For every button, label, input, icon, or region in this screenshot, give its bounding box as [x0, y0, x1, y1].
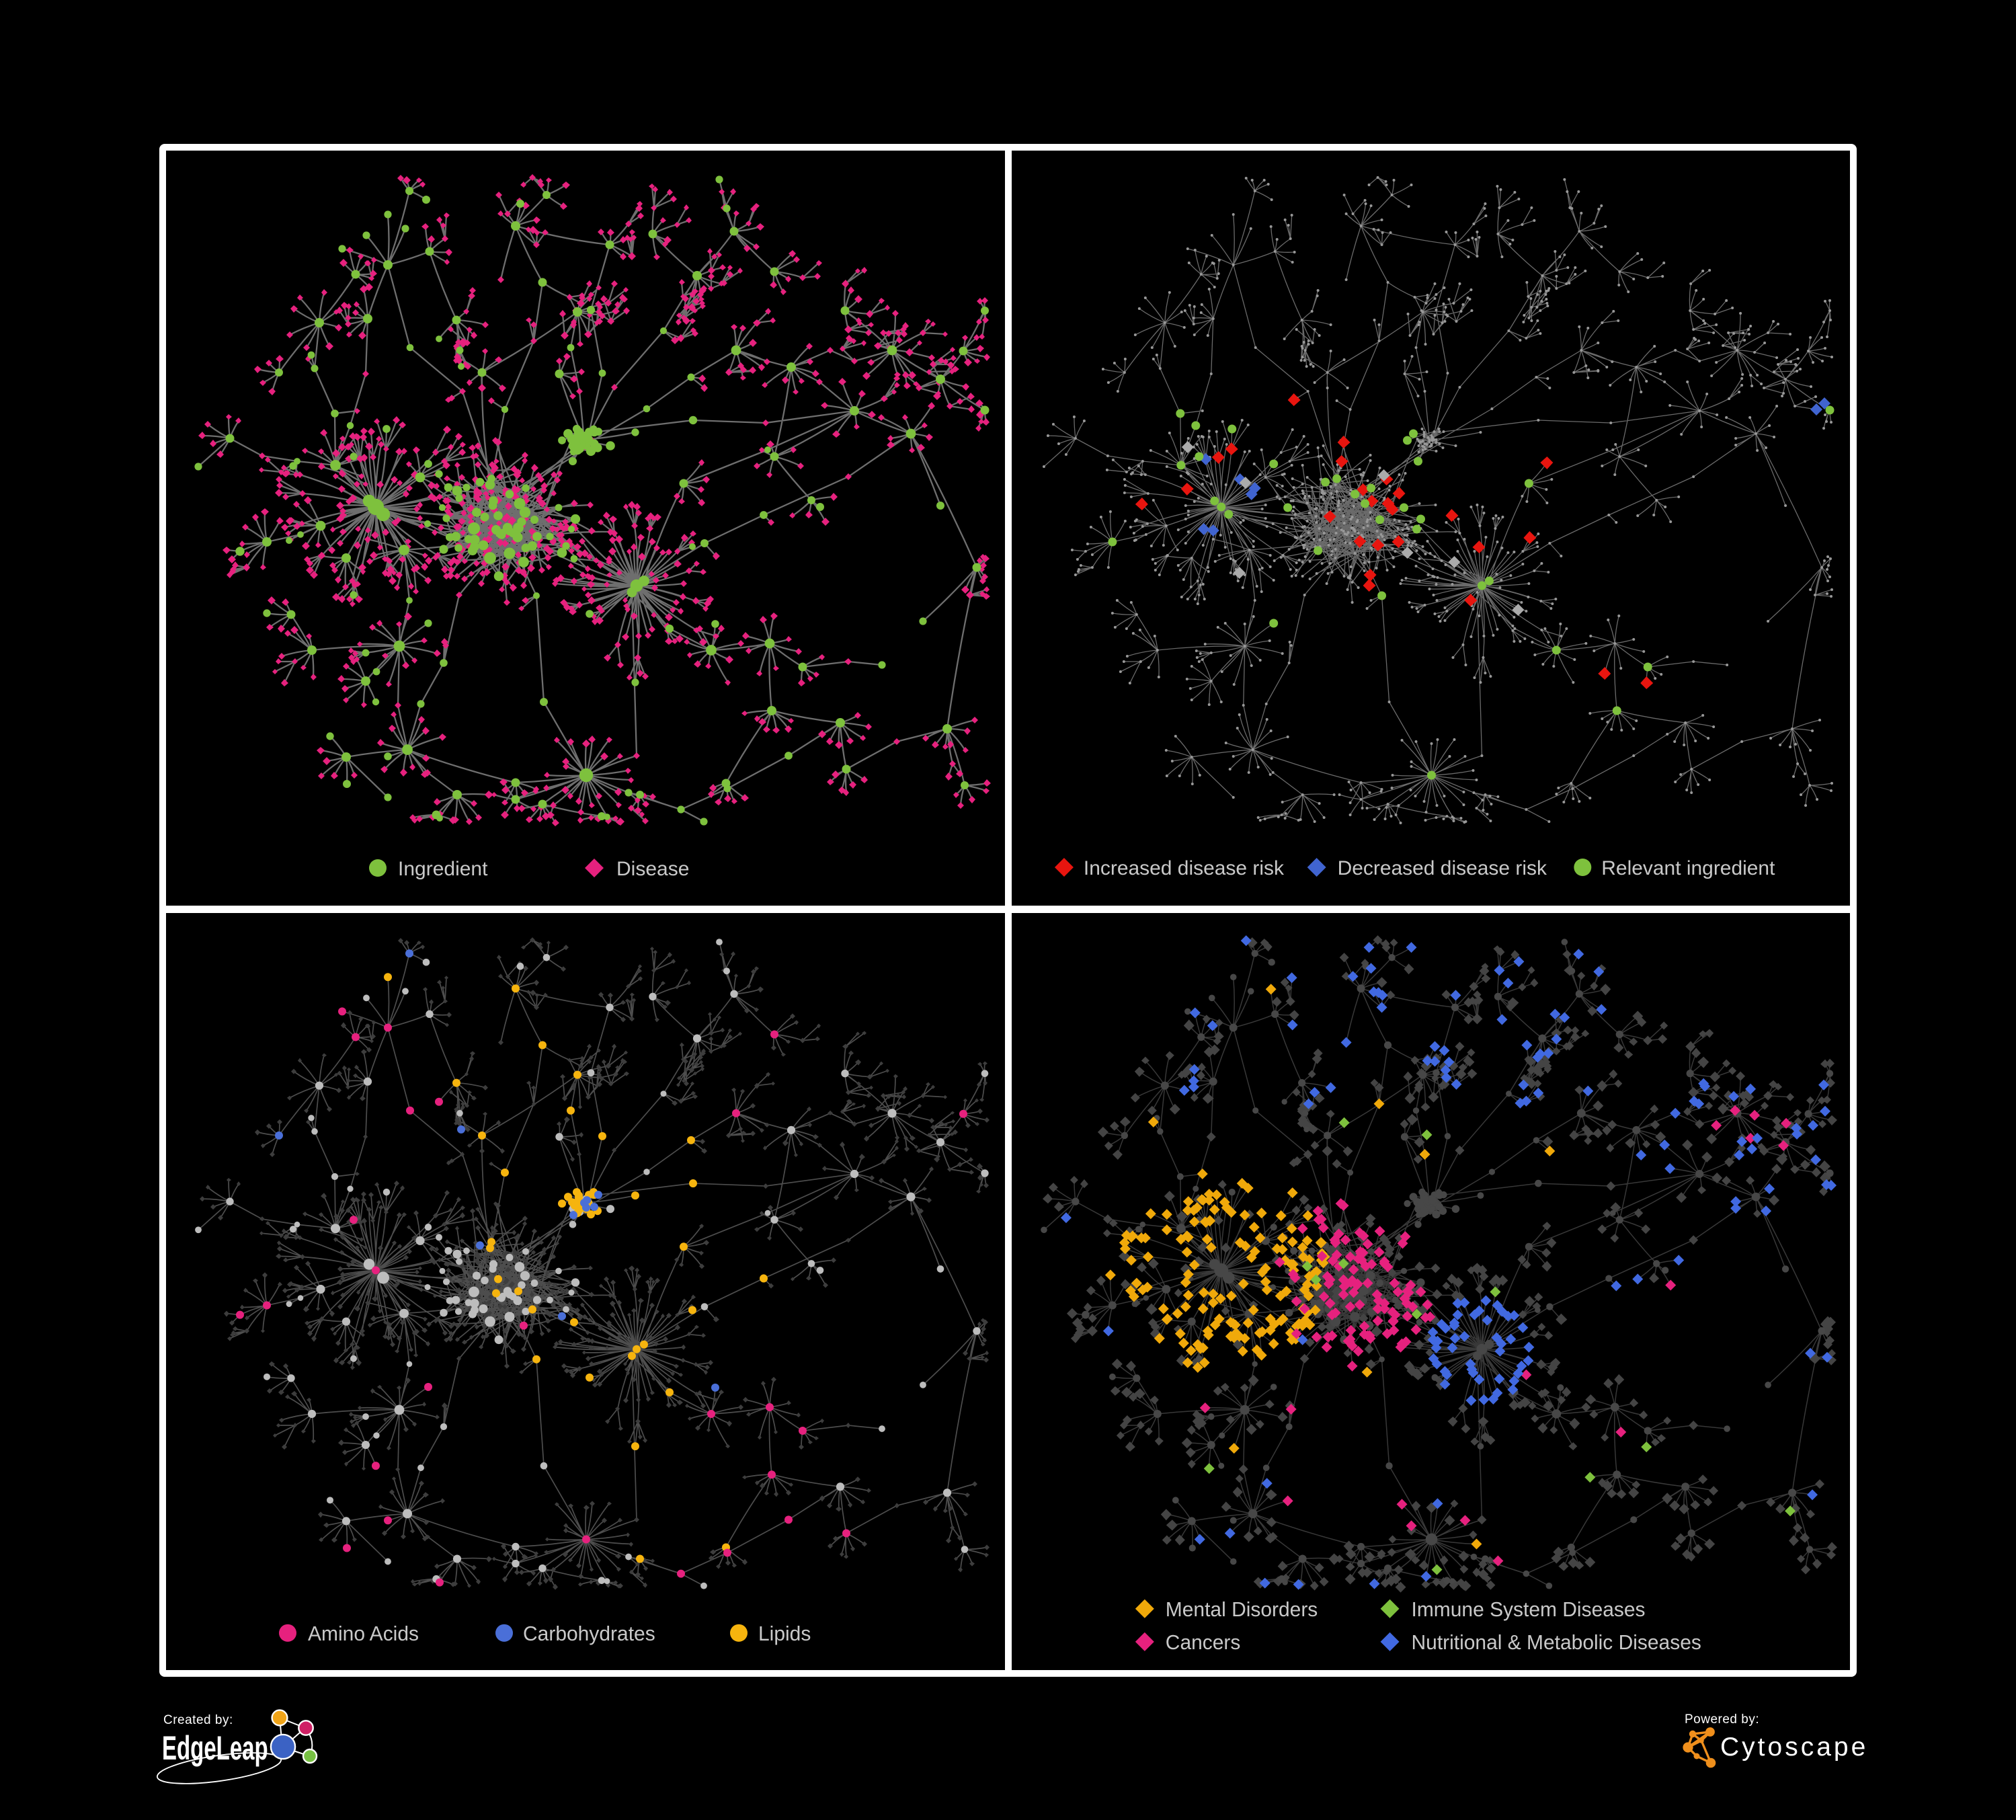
- svg-text:Disease: Disease: [616, 858, 689, 880]
- svg-text:Ingredient: Ingredient: [398, 858, 488, 880]
- svg-text:Immune System Diseases: Immune System Diseases: [1412, 1599, 1646, 1621]
- svg-text:Decreased disease risk: Decreased disease risk: [1338, 857, 1547, 879]
- svg-text:Cytoscape: Cytoscape: [1720, 1733, 1868, 1762]
- svg-text:Nutritional & Metabolic Diseas: Nutritional & Metabolic Diseases: [1412, 1632, 1701, 1654]
- svg-text:Powered by:: Powered by:: [1685, 1712, 1759, 1727]
- svg-text:Carbohydrates: Carbohydrates: [523, 1623, 655, 1645]
- svg-text:EdgeLeap: EdgeLeap: [162, 1729, 268, 1766]
- svg-text:Created by:: Created by:: [163, 1713, 233, 1727]
- svg-text:Mental Disorders: Mental Disorders: [1166, 1599, 1318, 1621]
- svg-text:Increased disease risk: Increased disease risk: [1084, 857, 1285, 879]
- svg-text:Amino Acids: Amino Acids: [308, 1623, 419, 1645]
- svg-text:Lipids: Lipids: [758, 1623, 811, 1645]
- svg-text:Cancers: Cancers: [1166, 1632, 1241, 1654]
- svg-text:Relevant ingredient: Relevant ingredient: [1601, 857, 1775, 879]
